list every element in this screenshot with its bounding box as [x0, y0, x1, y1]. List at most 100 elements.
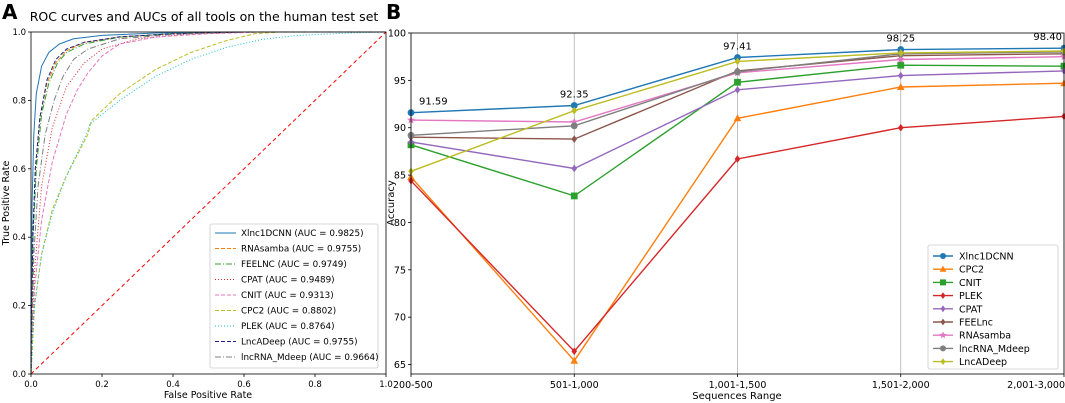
roc-y-tick-label: 0.0	[12, 370, 26, 380]
accuracy-lines	[407, 44, 1065, 364]
roc-curve-6	[30, 31, 387, 375]
roc-y-tick-label: 0.8	[12, 96, 26, 106]
accuracy-annotations: 91.59 92.35 97.41 98.25 98.40	[419, 32, 1062, 108]
roc-legend-label: PLEK (AUC = 0.8764)	[241, 322, 335, 332]
accuracy-y-tick-label: 90	[394, 123, 406, 134]
accuracy-y-tick-label: 75	[394, 265, 406, 276]
accuracy-point	[570, 356, 579, 364]
accuracy-y-axis-label: Accuracy	[386, 180, 397, 226]
accuracy-x-axis-label: Sequences Range	[692, 391, 781, 402]
accuracy-y-tick-label: 100	[388, 29, 406, 40]
accuracy-point	[571, 164, 578, 173]
accuracy-legend-label: FEELnc	[959, 318, 993, 329]
accuracy-legend-marker	[940, 292, 946, 299]
accuracy-point	[734, 68, 741, 76]
roc-x-tick-label: 1.0	[379, 380, 393, 390]
accuracy-y-ticks: 65 70 75 80 85 90 95 100	[388, 29, 411, 371]
roc-x-tick-label: 0.2	[95, 380, 109, 390]
roc-legend-label: Xlnc1DCNN (AUC = 0.9825)	[241, 229, 364, 239]
roc-legend: Xlnc1DCNN (AUC = 0.9825) RNAsamba (AUC = …	[209, 223, 379, 369]
accuracy-point	[734, 78, 741, 86]
accuracy-point	[897, 71, 904, 80]
roc-curve-7	[30, 31, 386, 375]
roc-legend-label: RNAsamba (AUC = 0.9755)	[241, 245, 361, 255]
accuracy-x-tick-label: 1,501-2,000	[872, 380, 930, 391]
accuracy-point	[733, 114, 742, 122]
accuracy-x-tick-label: 501-1,000	[550, 380, 599, 391]
accuracy-legend-label: LncADeep	[959, 357, 1007, 368]
accuracy-point	[1060, 62, 1065, 70]
roc-y-tick-label: 0.6	[12, 165, 26, 175]
accuracy-annotation: 91.59	[419, 97, 448, 108]
accuracy-chart: 91.59 92.35 97.41 98.25 98.40 200-500 501-1,0…	[386, 29, 1065, 402]
accuracy-legend-marker	[939, 265, 947, 272]
accuracy-point	[570, 192, 578, 200]
accuracy-y-tick-label: 95	[394, 76, 406, 87]
accuracy-legend-label: PLEK	[959, 291, 983, 302]
accuracy-x-ticks: 200-500 501-1,000 1,001-1,500 1,501-2,000 2,…	[393, 374, 1065, 391]
accuracy-legend: Xlnc1DCNN CPC2 CNIT PLEK CPAT FEELnc RNAsamba l…	[927, 244, 1059, 370]
roc-title: ROC curves and AUCs of all tools on the …	[30, 9, 379, 24]
roc-diagonal-line	[30, 31, 387, 375]
accuracy-point	[896, 82, 905, 90]
accuracy-y-tick-label: 80	[394, 218, 406, 229]
roc-plot-frame	[30, 31, 387, 375]
accuracy-point	[734, 155, 741, 163]
roc-x-tick-label: 0.6	[237, 380, 251, 390]
roc-legend-label: lncRNA_Mdeep (AUC = 0.9664)	[241, 353, 379, 363]
accuracy-annotation: 97.41	[723, 42, 752, 53]
roc-legend-box	[209, 223, 379, 369]
accuracy-legend-label: RNAsamba	[959, 331, 1011, 342]
accuracy-point	[897, 123, 904, 132]
accuracy-point	[897, 49, 904, 57]
accuracy-y-tick-label: 70	[394, 313, 406, 324]
roc-chart: ROC curves and AUCs of all tools on the …	[1, 9, 393, 401]
accuracy-point	[1061, 112, 1065, 121]
roc-curve-0	[30, 31, 386, 375]
accuracy-point	[896, 55, 905, 63]
roc-y-axis-label: True Positive Rate	[1, 161, 12, 247]
accuracy-legend-marker	[940, 305, 946, 313]
roc-x-tick-label: 0.0	[24, 380, 38, 390]
accuracy-point	[734, 86, 741, 94]
roc-y-tick-label: 0.4	[12, 233, 26, 243]
roc-curve-5	[30, 31, 386, 375]
accuracy-point	[570, 122, 578, 130]
accuracy-legend-marker	[939, 331, 947, 339]
roc-legend-label: FEELNC (AUC = 0.9749)	[241, 260, 347, 270]
accuracy-plot-frame	[410, 32, 1065, 375]
roc-y-tick-label: 1.0	[12, 28, 26, 38]
roc-legend-label: CPAT (AUC = 0.9489)	[241, 276, 335, 286]
accuracy-x-tick-label: 2,001-3,000	[1007, 380, 1065, 391]
accuracy-point	[571, 106, 578, 115]
roc-legend-label: CPC2 (AUC = 0.8802)	[241, 307, 336, 317]
accuracy-y-tick-label: 65	[394, 360, 406, 371]
roc-y-ticks: 0.0 0.2 0.4 0.6 0.8 1.0	[12, 28, 31, 380]
roc-legend-label: LncADeep (AUC = 0.9755)	[241, 338, 358, 348]
accuracy-x-tick-label: 200-500	[393, 380, 433, 391]
accuracy-legend-label: CPC2	[959, 265, 984, 276]
accuracy-x-tick-label: 1,001-1,500	[709, 380, 767, 391]
roc-curve-4	[30, 31, 386, 375]
panel-b-letter: B	[386, 0, 401, 24]
accuracy-point	[570, 102, 578, 109]
accuracy-point	[571, 135, 578, 143]
roc-x-axis-label: False Positive Rate	[164, 390, 252, 401]
accuracy-annotation: 98.25	[886, 34, 915, 45]
accuracy-legend-marker	[940, 279, 946, 286]
accuracy-legend-marker	[940, 358, 946, 365]
accuracy-series-CNIT	[407, 61, 1065, 200]
accuracy-y-tick-label: 85	[394, 171, 406, 182]
accuracy-point	[571, 347, 578, 356]
accuracy-legend-label: Xlnc1DCNN	[959, 252, 1014, 263]
roc-curve-8	[30, 31, 386, 375]
roc-x-tick-label: 0.4	[166, 380, 180, 390]
roc-y-tick-label: 0.2	[12, 302, 26, 312]
accuracy-point	[897, 61, 905, 69]
roc-legend-label: CNIT (AUC = 0.9313)	[241, 291, 334, 301]
accuracy-legend-marker	[940, 345, 946, 352]
roc-x-ticks: 0.0 0.2 0.4 0.6 0.8 1.0	[24, 374, 393, 390]
accuracy-point	[734, 57, 741, 66]
accuracy-annotation: 98.40	[1033, 32, 1062, 43]
